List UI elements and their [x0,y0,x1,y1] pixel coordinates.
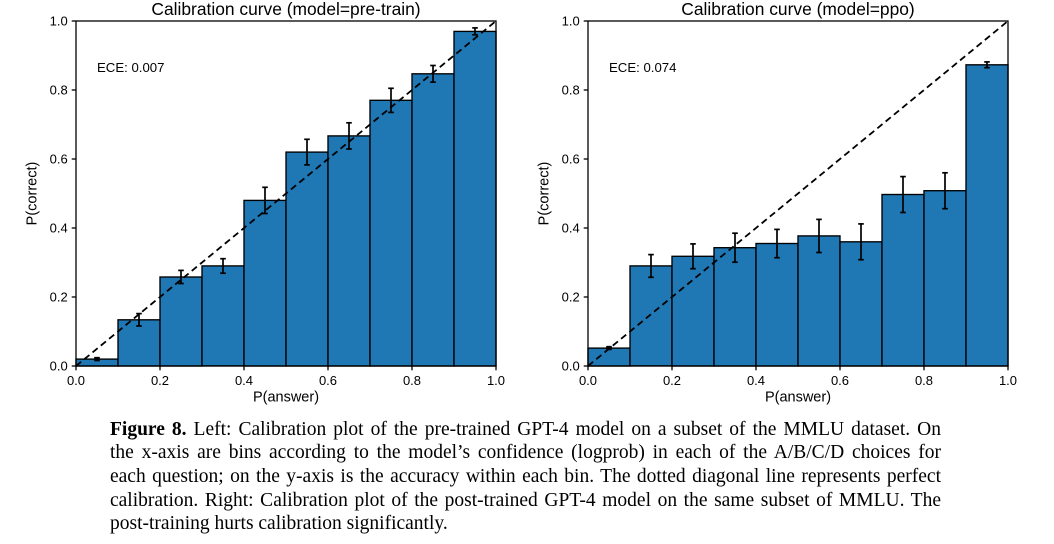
svg-text:1.0: 1.0 [50,14,68,29]
svg-text:0.8: 0.8 [915,373,933,388]
svg-text:1.0: 1.0 [562,14,580,29]
svg-text:0.8: 0.8 [50,83,68,98]
svg-text:0.4: 0.4 [562,221,580,236]
svg-text:P(correct): P(correct) [537,162,553,226]
svg-text:1.0: 1.0 [999,373,1017,388]
svg-text:0.2: 0.2 [151,373,169,388]
svg-text:0.2: 0.2 [562,290,580,305]
svg-text:0.8: 0.8 [562,83,580,98]
svg-text:0.0: 0.0 [67,373,85,388]
svg-text:P(correct): P(correct) [25,162,41,226]
svg-text:ECE: 0.007: ECE: 0.007 [97,60,164,75]
svg-text:0.4: 0.4 [235,373,253,388]
svg-text:0.6: 0.6 [562,152,580,167]
svg-text:ECE: 0.074: ECE: 0.074 [609,60,676,75]
svg-text:0.4: 0.4 [50,221,68,236]
svg-text:0.6: 0.6 [50,152,68,167]
svg-text:0.4: 0.4 [747,373,765,388]
svg-text:0.8: 0.8 [403,373,421,388]
svg-text:P(answer): P(answer) [765,390,831,406]
svg-text:0.2: 0.2 [663,373,681,388]
svg-text:0.6: 0.6 [831,373,849,388]
svg-text:0.2: 0.2 [50,290,68,305]
svg-text:Calibration curve (model=ppo): Calibration curve (model=ppo) [681,0,914,19]
svg-text:0.0: 0.0 [50,359,68,374]
svg-text:0.0: 0.0 [579,373,597,388]
svg-text:1.0: 1.0 [487,373,505,388]
svg-text:0.6: 0.6 [319,373,337,388]
svg-text:0.0: 0.0 [562,359,580,374]
svg-text:Calibration curve (model=pre-t: Calibration curve (model=pre-train) [151,0,420,19]
svg-text:P(answer): P(answer) [253,390,319,406]
